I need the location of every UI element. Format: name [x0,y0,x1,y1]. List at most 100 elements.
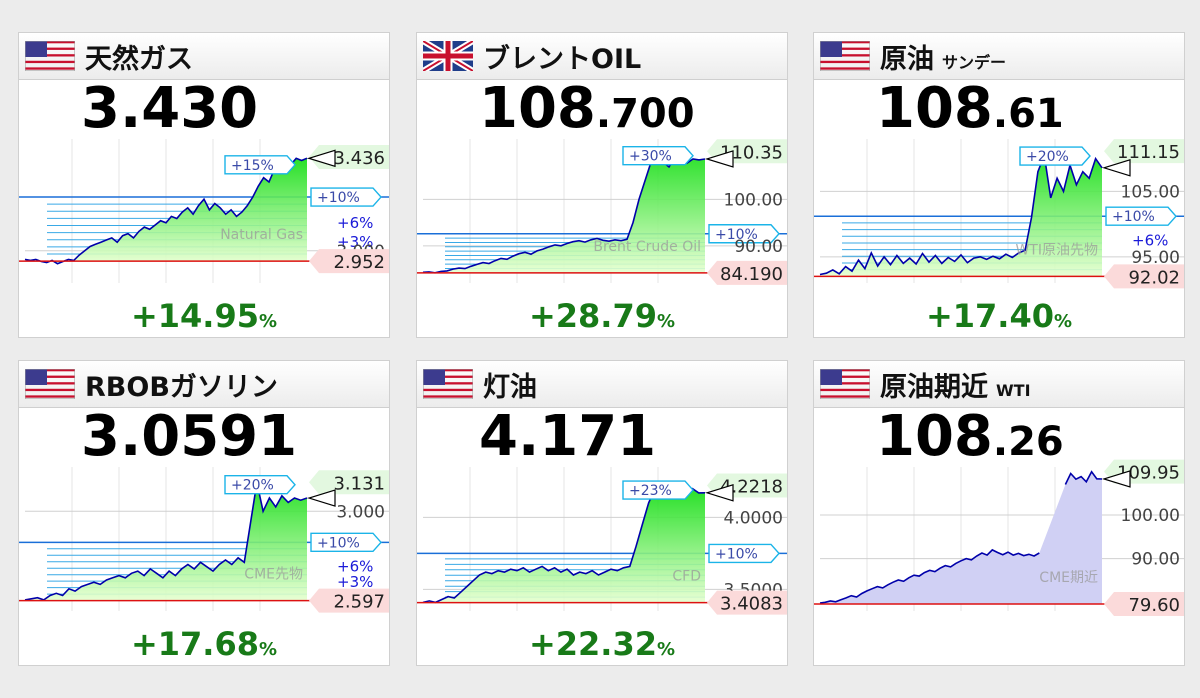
panel-header: ブレントOIL [417,33,787,80]
instrument-name: 天然ガス [85,44,193,75]
price-main: 108 [479,76,596,141]
price-area [423,488,705,603]
pct-level-label: +6% [337,558,373,576]
percent-unit: % [656,311,676,332]
pct-level-label: +3% [337,573,373,591]
instrument-title: ブレントOIL [483,37,641,76]
percent-change: +14.95% [19,297,389,335]
price-line [819,548,1040,604]
percent-change: +28.79% [417,297,787,335]
svg-text:+10%: +10% [1112,209,1155,225]
svg-text:+15%: +15% [231,158,274,174]
percent-change-value: +17.40 [925,297,1054,335]
pct-marker: +10% [310,532,382,553]
axis-tick-label: 105.00 [1121,182,1180,202]
percent-change-value: +22.32 [528,625,657,663]
svg-text:+10%: +10% [715,227,758,243]
instrument-title: 原油期近 WTI [880,365,1031,404]
price-main: 3.430 [81,76,259,141]
us-flag-icon [820,41,870,71]
panel-wti-sunday[interactable]: 原油 サンデー 108.61 WTI原油先物 +20% +10% +6% 105.00 95.0… [813,32,1185,338]
panel-header: 原油期近 WTI [814,361,1184,408]
instrument-name: 原油期近 [880,372,988,403]
svg-text:2.952: 2.952 [333,252,385,273]
price-line [1064,470,1103,485]
pct-marker: +10% [1105,206,1177,226]
current-price: 108.26 [876,409,1064,465]
price-chart: CME期近 100.00 90.00 109.95 79.60 [814,459,1184,617]
panel-heating-oil[interactable]: 灯油 4.171 CFD +23% +10% 4.0000 3.5000 4.2218 3.40… [416,360,788,666]
svg-text:84.190: 84.190 [720,264,783,285]
pct-marker: +20% [1019,146,1091,166]
price-main: 3.0591 [81,404,298,469]
axis-tick-label: 4.0000 [724,508,783,528]
current-price-pointer [306,149,336,168]
watermark-label: WTI原油先物 [1015,242,1098,258]
low-price-tag: 84.190 [707,260,787,285]
price-area [820,155,1102,277]
watermark-label: CFD [672,569,701,585]
low-price-tag: 92.02 [1104,264,1184,289]
svg-text:3.131: 3.131 [333,473,385,494]
percent-unit: % [1053,311,1073,332]
svg-text:79.60: 79.60 [1128,595,1180,616]
current-price: 108.61 [876,81,1064,137]
axis-tick-label: 95.00 [1131,248,1180,268]
percent-unit: % [258,639,278,660]
percent-change: +22.32% [417,625,787,663]
axis-tick-label: 100.00 [724,190,783,210]
instrument-title: 原油 サンデー [880,37,1006,76]
panel-rbob-gasoline[interactable]: RBOBガソリン 3.0591 CME先物 +20% +10% +6% +3% 3.000 3.… [18,360,390,666]
svg-text:+10%: +10% [317,535,360,551]
us-flag-icon [25,369,75,399]
current-price: 4.171 [479,409,656,465]
price-main: 108 [876,404,993,469]
pct-level-label: +3% [337,233,373,251]
price-decimals: .26 [992,419,1064,465]
instrument-title: 天然ガス [85,37,193,76]
watermark-label: Natural Gas [220,227,303,243]
instrument-name: ブレントOIL [483,44,642,75]
low-price-tag: 3.4083 [707,590,787,615]
svg-text:110.35: 110.35 [720,142,783,163]
panel-wti-front-month[interactable]: 原油期近 WTI 108.26 CME期近 100.00 90.00 109.95 79.60 [813,360,1185,666]
price-line [24,482,308,601]
high-price-tag: 111.15 [1104,139,1184,164]
axis-tick-label: 90.00 [734,237,783,257]
low-price-tag: 2.597 [309,588,389,613]
watermark-label: Brent Crude Oil [593,239,701,255]
instrument-title: 灯油 [483,365,537,404]
svg-text:92.02: 92.02 [1128,267,1180,288]
current-price-pointer [704,150,734,168]
low-price-tag: 2.952 [309,249,389,274]
pct-level-label: +6% [337,214,373,232]
pct-marker: +30% [622,146,694,166]
us-flag-icon [423,369,473,399]
instrument-subtitle: サンデー [942,53,1007,72]
panel-brent-oil[interactable]: ブレントOIL 108.700 Brent Crude Oil +30% +10% 100… [416,32,788,338]
svg-text:+10%: +10% [715,546,758,562]
panel-header: 天然ガス [19,33,389,80]
svg-text:+20%: +20% [1026,149,1069,165]
us-flag-icon [820,369,870,399]
price-area [25,158,307,264]
svg-text:4.2218: 4.2218 [720,476,783,497]
price-area [423,152,705,273]
watermark-label: CME先物 [244,567,303,583]
price-area [25,482,307,601]
current-price: 108.700 [479,81,695,137]
pct-marker: +20% [224,475,296,495]
svg-text:3.4083: 3.4083 [720,594,783,615]
svg-text:+30%: +30% [629,149,672,165]
percent-change-value: +17.68 [130,625,259,663]
svg-text:3.436: 3.436 [333,148,385,169]
instrument-name: 原油 [880,44,934,75]
price-decimals: .61 [992,91,1064,137]
percent-unit: % [656,639,676,660]
axis-tick-label: 3.000 [336,502,385,522]
pct-marker: +10% [310,187,382,207]
price-area [820,471,1102,605]
axis-tick-label: 90.00 [1131,550,1180,570]
